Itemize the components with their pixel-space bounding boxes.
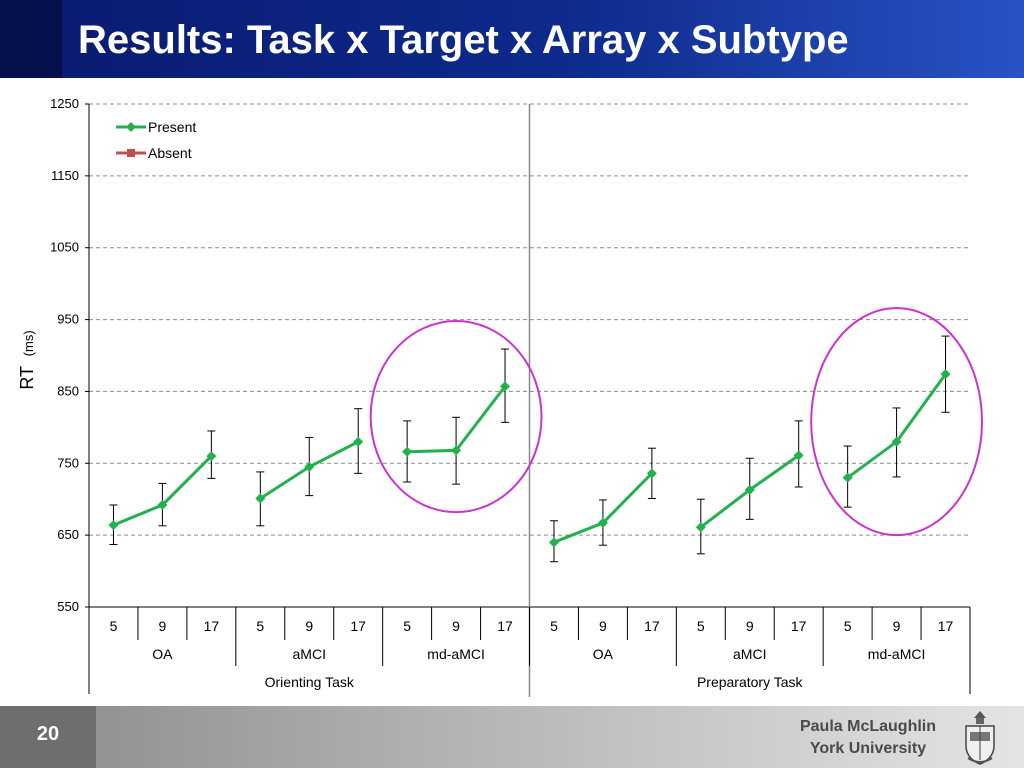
x-group-label: md-aMCI <box>868 646 926 662</box>
x-group-label: aMCI <box>293 646 326 662</box>
x-tick-label: 5 <box>697 618 705 634</box>
y-tick-label: 850 <box>57 383 79 398</box>
highlight-ellipse <box>810 307 983 537</box>
x-tick-label: 17 <box>497 618 513 634</box>
y-tick-label: 650 <box>57 527 79 542</box>
x-tick-label: 5 <box>110 618 118 634</box>
x-task-label: Orienting Task <box>265 674 355 690</box>
slide-title: Results: Task x Target x Array x Subtype <box>78 18 849 62</box>
x-tick-label: 5 <box>403 618 411 634</box>
x-tick-label: 9 <box>305 618 313 634</box>
present-data-point <box>157 499 168 510</box>
present-data-point <box>353 436 364 447</box>
y-tick-label: 750 <box>57 455 79 470</box>
x-tick-label: 9 <box>746 618 754 634</box>
present-data-point <box>744 484 755 495</box>
x-tick-label: 17 <box>350 618 366 634</box>
present-data-point <box>891 436 902 447</box>
present-data-point <box>548 537 559 548</box>
legend-marker <box>126 122 136 132</box>
legend-label: Present <box>148 119 196 135</box>
highlight-ellipse <box>369 320 543 514</box>
presenter-credit: Paula McLaughlin York University <box>800 716 936 760</box>
x-tick-label: 9 <box>159 618 167 634</box>
x-task-label: Preparatory Task <box>697 674 804 690</box>
y-tick-label: 1050 <box>50 240 79 255</box>
legend-marker <box>127 149 135 157</box>
present-data-point <box>108 520 119 531</box>
present-data-point <box>206 451 217 462</box>
highlight-annotations <box>369 307 983 537</box>
y-axis-label: RT (ms) <box>17 330 37 389</box>
title-accent-strip <box>0 0 62 78</box>
present-data-point <box>402 446 413 457</box>
rt-chart: 550 650 750 850 950 1050 1150 1250 RT (ms) 5 9 17… <box>17 96 983 697</box>
x-tick-label: 17 <box>204 618 220 634</box>
y-axis-title-main: RT <box>17 366 37 390</box>
x-tick-label: 17 <box>644 618 660 634</box>
footer-bar: 20 Paula McLaughlin York University <box>0 706 1024 768</box>
x-tick-label: 5 <box>550 618 558 634</box>
present-data-point <box>695 522 706 533</box>
y-tick-label: 1150 <box>51 168 79 183</box>
presenter-affiliation: York University <box>809 740 927 757</box>
y-tick-label: 550 <box>57 599 79 614</box>
title-bar: Results: Task x Target x Array x Subtype <box>0 0 1024 78</box>
present-data-point <box>304 461 315 472</box>
x-tick-label: 17 <box>791 618 807 634</box>
present-data-point <box>597 517 608 528</box>
legend-label: Absent <box>148 145 192 161</box>
y-tick-label: 1250 <box>50 96 79 111</box>
x-group-label: OA <box>152 646 173 662</box>
present-data-point <box>940 369 951 380</box>
x-group-label: OA <box>593 646 614 662</box>
y-axis-ticks: 550 650 750 850 950 1050 1150 1250 <box>50 96 89 614</box>
university-crest-icon <box>965 711 995 765</box>
slide-number-box: 20 <box>0 706 96 768</box>
x-tick-label: 9 <box>452 618 460 634</box>
slide-number: 20 <box>36 723 60 745</box>
y-axis-title: RT (ms) <box>17 330 37 389</box>
present-data-point <box>842 472 853 483</box>
x-group-label: aMCI <box>733 646 766 662</box>
y-axis-title-unit: (ms) <box>21 330 36 356</box>
legend: Present Absent <box>116 119 196 161</box>
x-tick-label: 9 <box>893 618 901 634</box>
x-axis-categories: 5 9 17 OA 5 9 17 aMCI 5 9 17 md-aMCI Orienting Task 5… <box>110 607 971 690</box>
present-series <box>108 335 951 563</box>
present-data-point <box>793 450 804 461</box>
present-data-point <box>255 493 266 504</box>
x-tick-label: 17 <box>938 618 954 634</box>
x-tick-label: 9 <box>599 618 607 634</box>
present-data-point <box>500 381 511 392</box>
x-group-label: md-aMCI <box>427 646 485 662</box>
presenter-name: Paula McLaughlin <box>799 718 936 735</box>
x-tick-label: 5 <box>256 618 264 634</box>
y-tick-label: 950 <box>57 312 79 327</box>
x-tick-label: 5 <box>844 618 852 634</box>
present-data-point <box>646 468 657 479</box>
present-data-point <box>451 445 462 456</box>
